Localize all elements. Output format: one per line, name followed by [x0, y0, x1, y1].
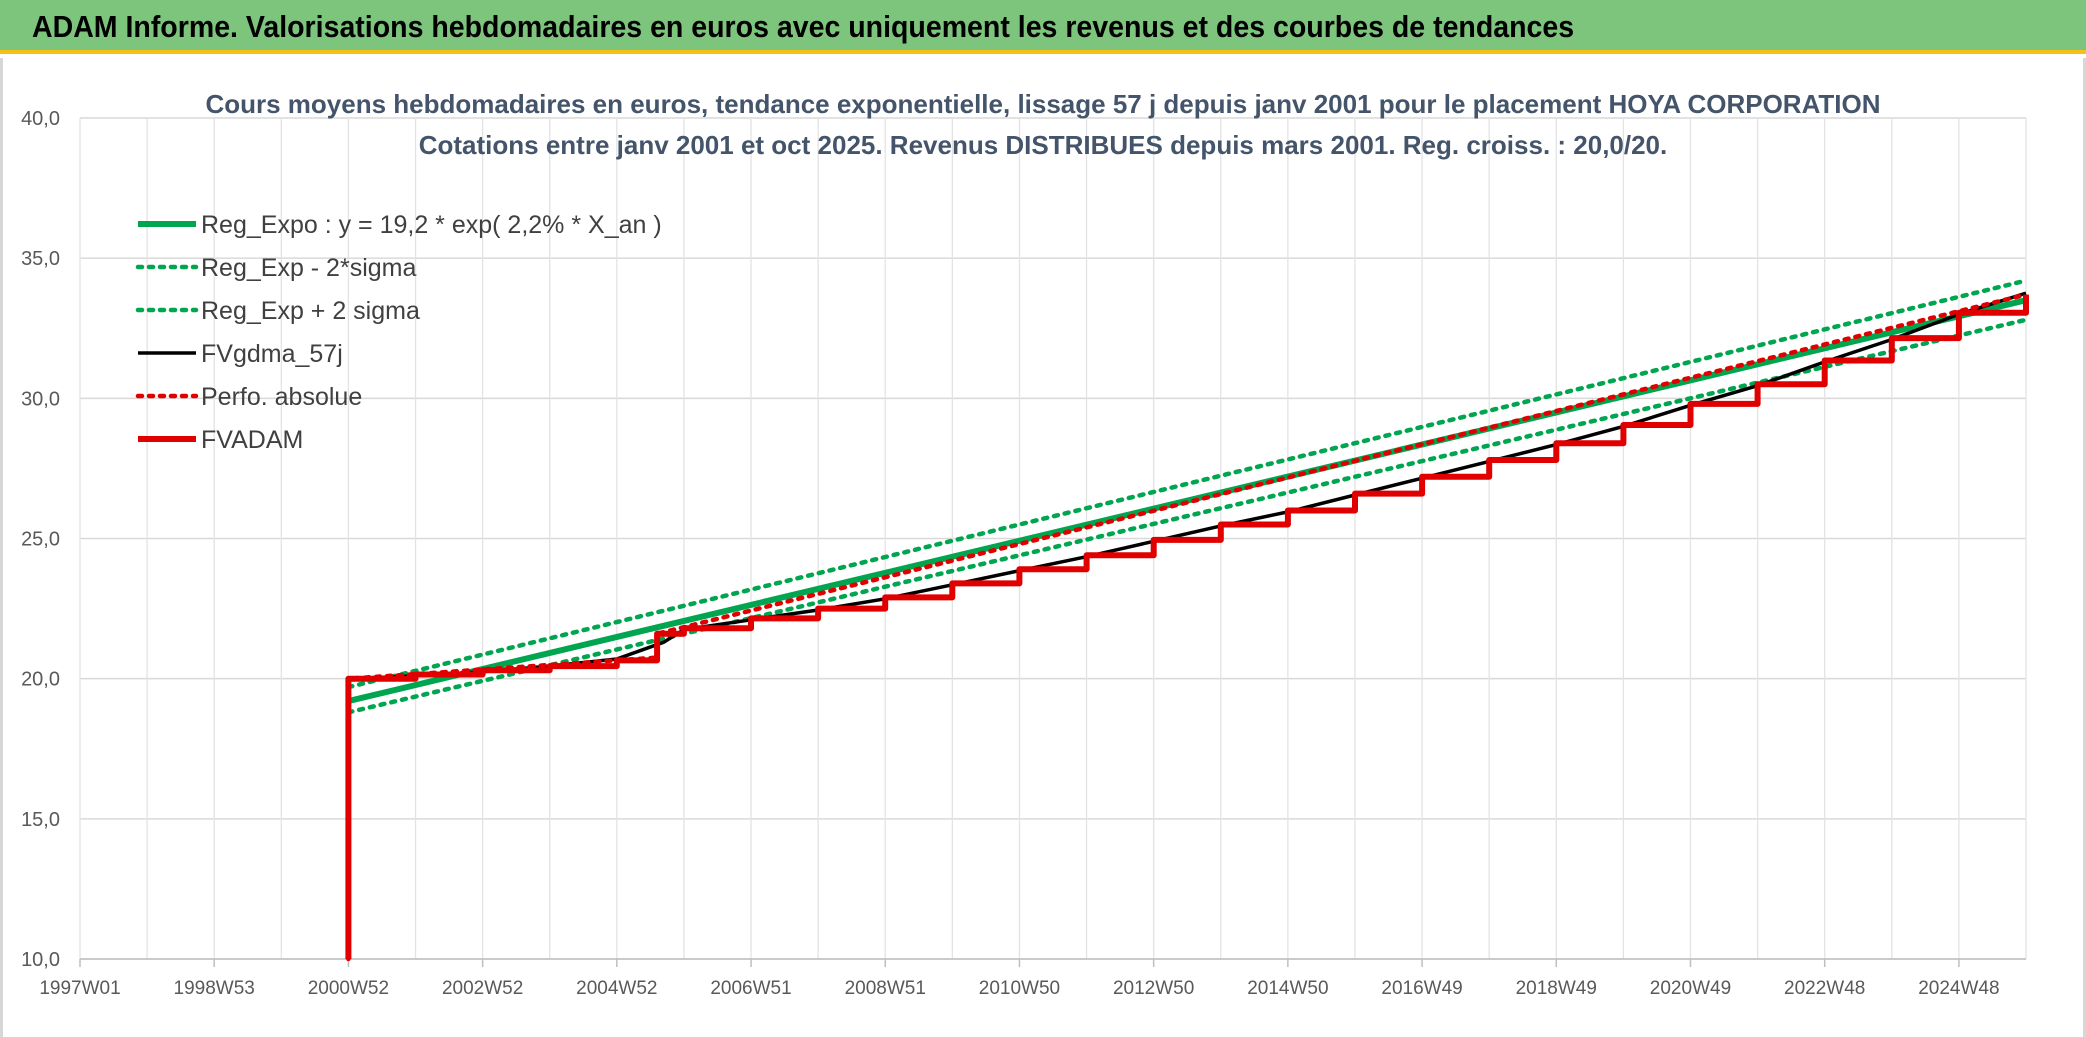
y-tick-label: 30,0: [21, 388, 60, 410]
chart-frame: [0, 58, 2086, 1037]
x-tick-label: 2012W50: [1113, 978, 1194, 999]
y-tick-label: 15,0: [21, 809, 60, 831]
chart-title-line1: Cours moyens hebdomadaires en euros, ten…: [205, 89, 1880, 119]
chart-series: [345, 278, 2029, 962]
x-axis-ticks: 1997W01 1998W53 2000W52 2002W52 2004W52 2006W…: [39, 959, 2000, 999]
y-axis-ticks: 10,0 15,0 20,0 25,0 30,0 35,0 40,0: [21, 108, 60, 971]
x-tick-label: 2008W51: [845, 978, 926, 999]
x-tick-label: 2016W49: [1381, 978, 1462, 999]
x-tick-label: 2006W51: [710, 978, 791, 999]
legend-label: Reg_Expo : y = 19,2 * exp( 2,2% * X_an ): [201, 211, 662, 239]
y-tick-label: 35,0: [21, 248, 60, 270]
x-tick-label: 2018W49: [1516, 978, 1597, 999]
y-tick-label: 10,0: [21, 949, 60, 971]
chart-title-line2: Cotations entre janv 2001 et oct 2025. R…: [419, 130, 1668, 160]
x-tick-label: 2024W48: [1918, 978, 1999, 999]
x-tick-label: 2000W52: [308, 978, 389, 999]
x-tick-label: 2002W52: [442, 978, 523, 999]
legend-label: Reg_Exp + 2 sigma: [201, 297, 420, 325]
x-tick-label: 1998W53: [174, 978, 255, 999]
legend-label: FVgdma_57j: [201, 340, 343, 368]
x-tick-label: 2004W52: [576, 978, 657, 999]
series-line: [345, 294, 2029, 959]
report-title: ADAM Informe. Valorisations hebdomadaire…: [32, 9, 1575, 44]
legend-label: Reg_Exp - 2*sigma: [201, 254, 416, 282]
x-tick-label: 1997W01: [39, 978, 120, 999]
y-tick-label: 25,0: [21, 529, 60, 551]
legend-label: FVADAM: [201, 426, 303, 454]
y-tick-label: 40,0: [21, 108, 60, 130]
chart-legend: Reg_Expo : y = 19,2 * exp( 2,2% * X_an )…: [135, 211, 662, 454]
legend-label: Perfo. absolue: [201, 383, 362, 411]
series-line: [346, 278, 2029, 690]
series-line: [346, 317, 2029, 715]
x-tick-label: 2010W50: [979, 978, 1060, 999]
title-banner: ADAM Informe. Valorisations hebdomadaire…: [0, 0, 2086, 54]
y-tick-label: 20,0: [21, 669, 60, 691]
x-tick-label: 2022W48: [1784, 978, 1865, 999]
x-tick-label: 2020W49: [1650, 978, 1731, 999]
x-tick-label: 2014W50: [1247, 978, 1328, 999]
chart-grid: [79, 117, 2027, 960]
